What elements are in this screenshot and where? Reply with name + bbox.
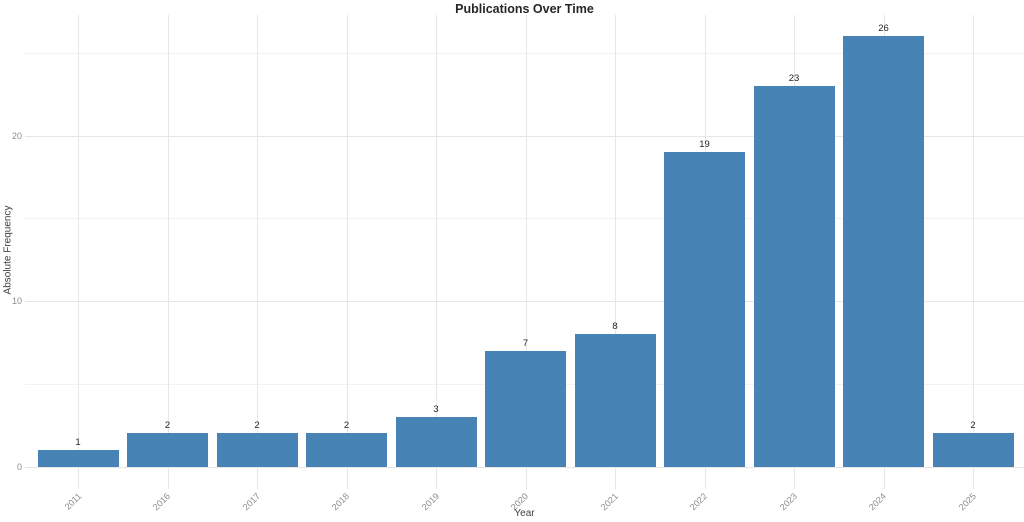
y-axis-label: Absolute Frequency xyxy=(2,205,14,295)
bar-value-label: 7 xyxy=(522,337,529,349)
bar xyxy=(127,433,208,467)
vertical-gridline xyxy=(257,15,258,489)
y-tick-label: 10 xyxy=(11,296,22,306)
bar-value-label: 2 xyxy=(164,420,171,432)
vertical-gridline xyxy=(525,15,527,489)
bar xyxy=(664,152,745,467)
bar-value-label: 1 xyxy=(75,436,81,448)
bar-value-label: 3 xyxy=(433,403,439,415)
vertical-gridline xyxy=(78,15,79,489)
bar xyxy=(216,433,298,467)
vertical-gridline xyxy=(973,15,974,489)
y-tick-label: 0 xyxy=(16,461,22,472)
bar xyxy=(843,36,924,467)
plot-panel: 1 2 2 2 3 7 8 19 23 26 2 xyxy=(25,15,1024,489)
bar-value-label: 8 xyxy=(612,321,618,333)
minor-gridline xyxy=(25,218,1024,220)
bar xyxy=(395,416,477,467)
y-tick-label: 20 xyxy=(11,130,22,141)
chart-title: Publications Over Time xyxy=(455,2,594,16)
bar-value-label: 2 xyxy=(254,420,260,432)
vertical-gridline xyxy=(167,15,169,489)
bar-value-label: 23 xyxy=(788,72,800,84)
vertical-gridline xyxy=(346,15,348,489)
major-gridline xyxy=(25,301,1024,302)
bar xyxy=(574,334,656,467)
bar xyxy=(306,433,387,467)
bar xyxy=(37,449,119,467)
bar-value-label: 26 xyxy=(878,23,889,35)
major-gridline xyxy=(25,135,1024,137)
bar xyxy=(932,433,1014,467)
vertical-gridline xyxy=(615,15,616,489)
minor-gridline xyxy=(25,52,1024,54)
x-axis-label: Year xyxy=(514,508,535,519)
bar-value-label: 2 xyxy=(343,420,350,432)
bar-value-label: 2 xyxy=(970,420,976,432)
bar xyxy=(753,85,835,467)
vertical-gridline xyxy=(436,15,437,489)
major-gridline xyxy=(25,466,1024,468)
bar xyxy=(485,350,566,467)
bar-value-label: 19 xyxy=(699,139,710,151)
